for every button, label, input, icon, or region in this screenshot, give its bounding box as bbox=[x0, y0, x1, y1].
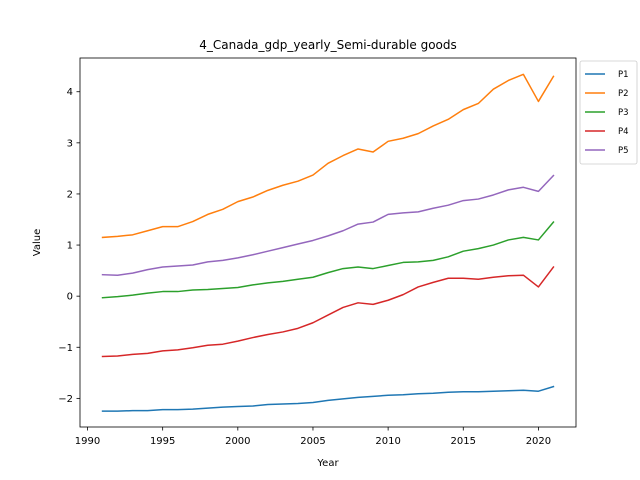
x-tick-label: 1995 bbox=[150, 436, 175, 447]
y-tick-label: 4 bbox=[67, 87, 73, 98]
y-tick-label: 2 bbox=[67, 189, 73, 200]
legend-label-p4: P4 bbox=[618, 127, 629, 137]
x-axis-label: Year bbox=[316, 458, 339, 469]
plot-series bbox=[101, 73, 555, 412]
chart-title: 4_Canada_gdp_yearly_Semi-durable goods bbox=[199, 38, 457, 52]
series-line-p3 bbox=[101, 221, 555, 299]
legend-label-p3: P3 bbox=[618, 108, 629, 118]
legend-label-p2: P2 bbox=[618, 89, 629, 99]
y-axis-label: Value bbox=[32, 229, 43, 256]
y-tick-label: 3 bbox=[67, 138, 73, 149]
x-tick-label: 2005 bbox=[300, 436, 325, 447]
x-tick-label: 2015 bbox=[451, 436, 476, 447]
y-tick-label: 1 bbox=[67, 241, 73, 252]
x-tick-label: 2010 bbox=[375, 436, 400, 447]
x-tick-label: 2020 bbox=[526, 436, 551, 447]
series-line-p1 bbox=[101, 385, 555, 412]
y-tick-label: −2 bbox=[58, 394, 73, 405]
series-line-p4 bbox=[101, 265, 555, 358]
x-tick-label: 2000 bbox=[225, 436, 250, 447]
plot-axes: 1990 1995 2000 2005 2010 2015 2020 −2 −1 0 1 2 3 4 bbox=[58, 87, 551, 447]
y-tick-label: 0 bbox=[67, 292, 73, 303]
legend-label-p1: P1 bbox=[618, 70, 629, 80]
y-tick-label: −1 bbox=[58, 343, 73, 354]
series-line-p5 bbox=[101, 174, 555, 276]
legend-frame bbox=[579, 60, 638, 165]
legend: P1 P2 P3 P4 P5 bbox=[579, 60, 638, 165]
legend-label-p5: P5 bbox=[618, 146, 629, 156]
series-line-p2 bbox=[101, 73, 555, 239]
plot-frame bbox=[79, 57, 577, 428]
x-tick-label: 1990 bbox=[75, 436, 100, 447]
